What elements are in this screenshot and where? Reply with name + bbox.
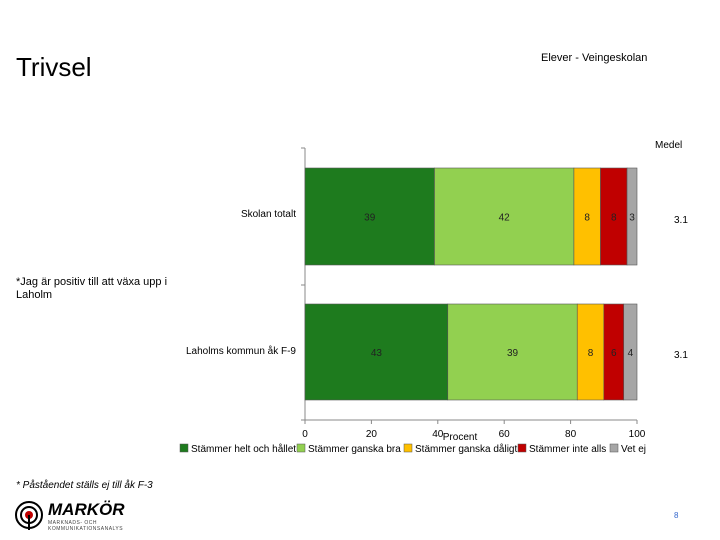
x-tick-label: 60 xyxy=(499,429,511,440)
data-label: 8 xyxy=(611,213,617,224)
legend-swatch xyxy=(296,443,306,453)
data-label: 42 xyxy=(499,213,511,224)
bar-segment xyxy=(626,167,638,266)
data-label: 39 xyxy=(507,348,519,359)
data-label: 43 xyxy=(371,348,383,359)
bar-segment xyxy=(447,303,578,401)
page-subtitle: Elever - Veingeskolan xyxy=(541,52,648,64)
medel-header: Medel xyxy=(655,140,683,151)
x-axis-title: Procent xyxy=(443,432,478,443)
footnote: * Påståendet ställs ej till åk F-3 xyxy=(16,480,153,491)
data-label: 39 xyxy=(364,213,376,224)
question-text: *Jag är positiv till att växa upp i Laho… xyxy=(16,276,168,301)
data-label: 4 xyxy=(628,348,634,359)
x-tick-label: 20 xyxy=(366,429,378,440)
bar-segment xyxy=(576,303,605,401)
markor-logo: MARKÖR MARKNADS- OCH KOMMUNIKATIONSANALY… xyxy=(14,500,125,532)
category-label-skolan-totalt: Skolan totalt xyxy=(240,209,296,220)
x-tick-label: 40 xyxy=(432,429,444,440)
legend-swatch xyxy=(609,443,619,453)
page-number: 8 xyxy=(674,511,679,520)
legend-label: Vet ej xyxy=(621,444,646,455)
page-title: Trivsel xyxy=(16,52,92,82)
legend-label: Stämmer helt och hållet xyxy=(191,443,296,455)
data-label: 6 xyxy=(611,348,617,359)
legend-swatch xyxy=(403,443,413,453)
legend-label: Stämmer ganska bra xyxy=(308,444,401,455)
x-tick-label: 80 xyxy=(565,429,577,440)
legend-label: Stämmer ganska dåligt xyxy=(415,443,517,455)
average-value-skolan-totalt: 3.1 xyxy=(674,215,688,226)
data-label: 8 xyxy=(584,213,590,224)
legend-label: Stämmer inte alls xyxy=(529,444,606,455)
legend-swatch xyxy=(517,443,527,453)
average-value-laholms-kommun: 3.1 xyxy=(674,350,688,361)
target-logo-icon xyxy=(15,501,43,530)
category-label-laholms-kommun: Laholms kommun åk F-9 xyxy=(185,346,296,357)
logo-tagline: MARKNADS- OCH KOMMUNIKATIONSANALYS xyxy=(48,520,124,532)
legend-swatch xyxy=(179,443,189,453)
x-tick-label: 0 xyxy=(302,429,308,440)
data-label: 8 xyxy=(588,348,594,359)
data-label: 3 xyxy=(629,213,635,224)
bar-segment xyxy=(573,167,601,266)
x-tick-label: 100 xyxy=(629,429,646,440)
bar-segment xyxy=(623,303,638,401)
logo-text: MARKÖR xyxy=(48,500,125,519)
bar-segment xyxy=(600,167,628,266)
bar-segment xyxy=(304,303,449,401)
